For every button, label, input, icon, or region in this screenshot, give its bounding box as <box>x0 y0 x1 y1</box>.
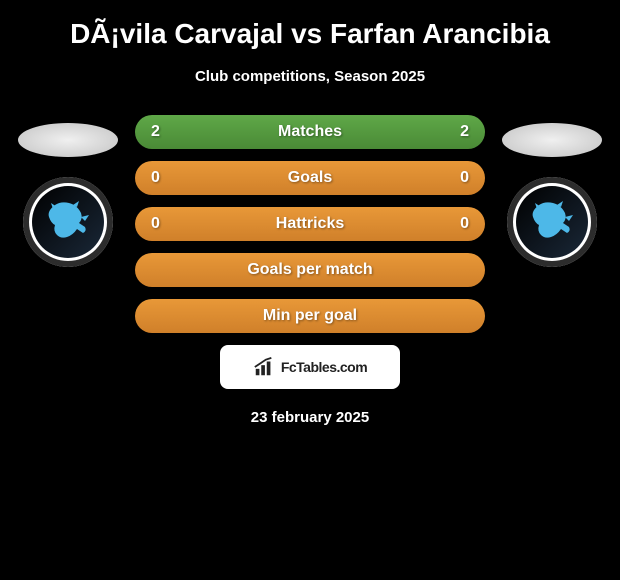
stat-label: Matches <box>278 123 342 141</box>
stat-row-matches: 2 Matches 2 <box>135 115 485 149</box>
player-placeholder-left <box>18 123 118 157</box>
stat-pill: 0 Hattricks 0 <box>135 207 485 241</box>
right-column <box>497 115 607 267</box>
main-area: 2 Matches 2 0 Goals 0 0 Hattricks 0 <box>0 115 620 333</box>
club-logo-inner <box>32 186 104 258</box>
club-logo-right <box>507 177 597 267</box>
stat-pill: Goals per match <box>135 253 485 287</box>
stat-right-value: 0 <box>449 215 469 233</box>
stats-column: 2 Matches 2 0 Goals 0 0 Hattricks 0 <box>135 115 485 333</box>
club-logo-inner <box>516 186 588 258</box>
stat-row-goals-per-match: Goals per match <box>135 253 485 287</box>
date-text: 23 february 2025 <box>251 409 369 426</box>
stat-label: Goals <box>288 169 332 187</box>
badge-text: FcTables.com <box>281 359 367 375</box>
stat-label: Goals per match <box>247 261 372 279</box>
stat-pill: 2 Matches 2 <box>135 115 485 149</box>
stat-row-min-per-goal: Min per goal <box>135 299 485 333</box>
stat-right-value: 2 <box>449 123 469 141</box>
chart-icon <box>253 356 275 378</box>
stat-left-value: 0 <box>151 169 171 187</box>
stat-row-goals: 0 Goals 0 <box>135 161 485 195</box>
stat-left-value: 0 <box>151 215 171 233</box>
stat-label: Min per goal <box>263 307 357 325</box>
stat-right-value: 0 <box>449 169 469 187</box>
dragon-icon <box>43 197 93 247</box>
stat-row-hattricks: 0 Hattricks 0 <box>135 207 485 241</box>
stat-pill: Min per goal <box>135 299 485 333</box>
club-logo-left <box>23 177 113 267</box>
stat-pill: 0 Goals 0 <box>135 161 485 195</box>
dragon-icon <box>527 197 577 247</box>
stat-label: Hattricks <box>276 215 344 233</box>
page-title: DÃ¡vila Carvajal vs Farfan Arancibia <box>70 18 550 50</box>
site-badge[interactable]: FcTables.com <box>220 345 400 389</box>
stats-card: DÃ¡vila Carvajal vs Farfan Arancibia Clu… <box>0 0 620 436</box>
player-placeholder-right <box>502 123 602 157</box>
stat-left-value: 2 <box>151 123 171 141</box>
left-column <box>13 115 123 267</box>
subtitle: Club competitions, Season 2025 <box>195 68 425 85</box>
